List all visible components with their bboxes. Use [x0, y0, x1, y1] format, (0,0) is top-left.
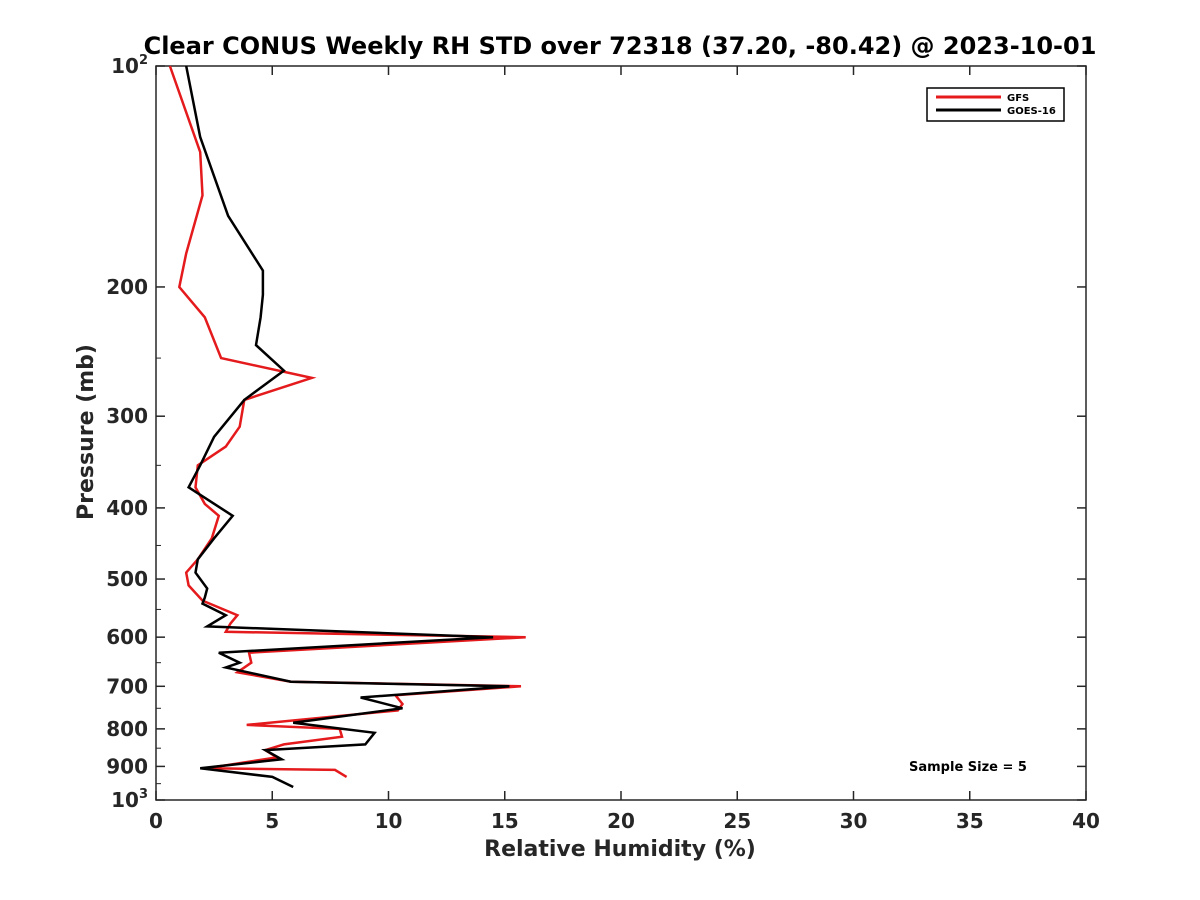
x-tick-label: 5: [265, 809, 279, 833]
x-axis-ticks: 0 5 10 15 20 25 30 35 40: [149, 66, 1100, 833]
series-line-goes16: [184, 65, 510, 789]
chart-title: Clear CONUS Weekly RH STD over 72318 (37…: [144, 32, 1097, 60]
y-tick-label: 102: [111, 53, 148, 78]
x-tick-label: 40: [1072, 809, 1100, 833]
y-tick-label: 800: [106, 717, 148, 741]
legend: GFS GOES-16: [926, 87, 1065, 122]
y-tick-label: 900: [106, 754, 148, 778]
y-tick-label: 103: [111, 787, 148, 812]
y-tick-label: 200: [106, 275, 148, 299]
x-tick-label: 15: [491, 809, 519, 833]
x-tick-label: 0: [149, 809, 163, 833]
y-tick-label: 700: [106, 674, 148, 698]
x-axis-label: Relative Humidity (%): [484, 837, 756, 862]
x-tick-label: 25: [723, 809, 751, 833]
y-axis-label: Pressure (mb): [74, 344, 99, 520]
y-axis-ticks: 102 200 300 400 500 600 700 800 900 103: [106, 53, 1086, 812]
y-tick-label: 600: [106, 625, 148, 649]
sample-size-annotation: Sample Size = 5: [909, 760, 1027, 775]
x-tick-label: 10: [375, 809, 403, 833]
x-tick-label: 20: [607, 809, 635, 833]
legend-label-gfs: GFS: [1007, 93, 1029, 104]
legend-box: [926, 87, 1065, 122]
x-tick-label: 30: [840, 809, 868, 833]
legend-label-goes16: GOES-16: [1007, 106, 1056, 117]
series-lines: [168, 65, 526, 789]
y-tick-label: 500: [106, 567, 148, 591]
y-tick-label: 300: [106, 404, 148, 428]
y-tick-label: 400: [106, 496, 148, 520]
x-tick-label: 35: [956, 809, 984, 833]
